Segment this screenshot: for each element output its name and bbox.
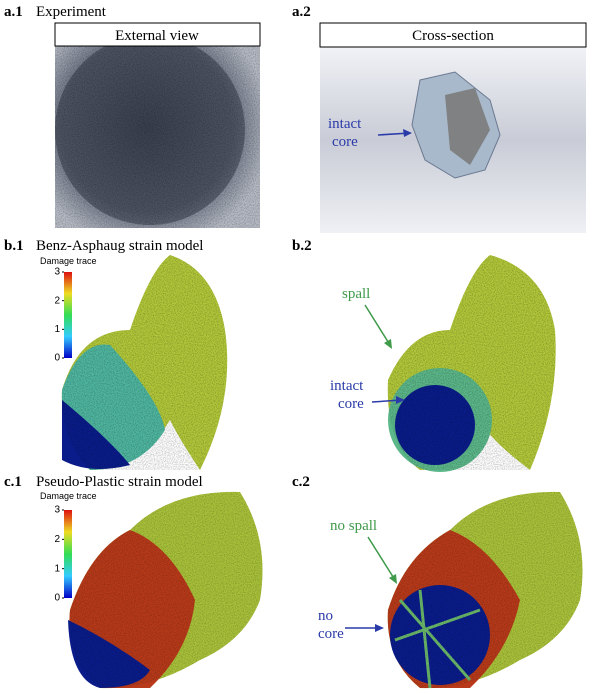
panel-label: b.1 [4, 238, 24, 254]
caption-box [54, 22, 261, 47]
caption-box [319, 22, 587, 48]
colorbar-title: Damage trace [40, 256, 97, 266]
simulation [387, 255, 556, 472]
panel-title: Benz-Asphaug strain model [36, 238, 203, 254]
colorbar: Damage trace 0 1 2 3 [40, 491, 97, 604]
panel-title: Experiment [36, 4, 107, 20]
colorbar-tick-label: 0 [54, 593, 60, 604]
panel-label: a.2 [292, 4, 311, 20]
annotation: intact core [330, 378, 364, 412]
annotation: spall [342, 286, 370, 302]
colorbar-tick-label: 2 [54, 534, 60, 545]
simulation [387, 491, 583, 689]
panel-label: a.1 [4, 4, 23, 20]
colorbar-title: Damage trace [40, 491, 97, 501]
panel-label: c.2 [292, 474, 310, 490]
colorbar-scale [64, 272, 72, 358]
colorbar-tick-label: 3 [54, 505, 60, 516]
arrow [364, 304, 391, 346]
colorbar-tick-label: 0 [54, 353, 60, 364]
simulation [68, 491, 263, 689]
colorbar-tick-label: 1 [54, 324, 60, 335]
panel-label: b.2 [292, 238, 312, 254]
caption: External view [115, 28, 199, 44]
simulation [61, 255, 228, 470]
annotation: no core [318, 608, 344, 642]
colorbar-scale [64, 510, 72, 598]
colorbar-tick-label: 1 [54, 563, 60, 574]
annotation: no spall [330, 518, 377, 534]
colorbar-tick-label: 3 [54, 267, 60, 278]
arrow [367, 536, 396, 581]
colorbar: Damage trace 0 1 2 3 [40, 256, 97, 364]
annotation: intact core [328, 116, 362, 150]
colorbar-tick-label: 2 [54, 295, 60, 306]
panel-label: c.1 [4, 474, 22, 490]
caption: Cross-section [412, 28, 494, 44]
panel-title: Pseudo-Plastic strain model [36, 474, 203, 490]
